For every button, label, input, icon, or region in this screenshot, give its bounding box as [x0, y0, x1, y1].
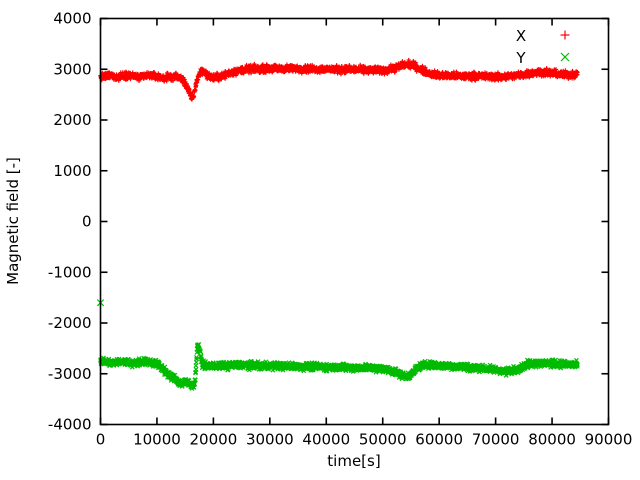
y-tick-label: -3000: [48, 365, 92, 383]
legend-markers: [560, 30, 570, 62]
plot-frame: [99, 17, 610, 426]
y-tick-label: -1000: [48, 263, 92, 281]
legend-label-y: Y: [515, 49, 526, 67]
x-tick-label: 60000: [415, 431, 463, 449]
y-tick-label: 0: [82, 213, 92, 231]
y-axis-ticks: [100, 17, 609, 426]
x-tick-label: 50000: [359, 431, 407, 449]
x-tick-label: 20000: [190, 431, 238, 449]
x-tick-label: 80000: [528, 431, 576, 449]
series-Y-points: [96, 299, 580, 391]
x-tick-label: 0: [96, 431, 106, 449]
y-tick-label: 3000: [53, 60, 91, 78]
chart-legend: X Y: [515, 27, 570, 67]
x-axis-tick-labels: 0 10000 20000 30000 40000 50000 60000 70000 8000…: [96, 431, 633, 449]
y-tick-label: 4000: [53, 10, 91, 28]
y-axis-title: Magnetic field [-]: [4, 157, 22, 285]
x-tick-label: 40000: [302, 431, 350, 449]
y-axis-tick-labels: -4000 -3000 -2000 -1000 0 1000 2000 3000 4000: [48, 10, 92, 434]
x-tick-label: 90000: [585, 431, 633, 449]
y-tick-label: -2000: [48, 314, 92, 332]
x-tick-label: 10000: [133, 431, 181, 449]
x-tick-label: 30000: [246, 431, 294, 449]
x-tick-label: 70000: [472, 431, 520, 449]
y-tick-label: 1000: [53, 162, 91, 180]
legend-label-x: X: [516, 27, 526, 45]
series-X-points: [98, 57, 580, 102]
y-tick-label: 2000: [53, 111, 91, 129]
y-tick-label: -4000: [48, 416, 92, 434]
x-axis-title: time[s]: [327, 452, 380, 470]
